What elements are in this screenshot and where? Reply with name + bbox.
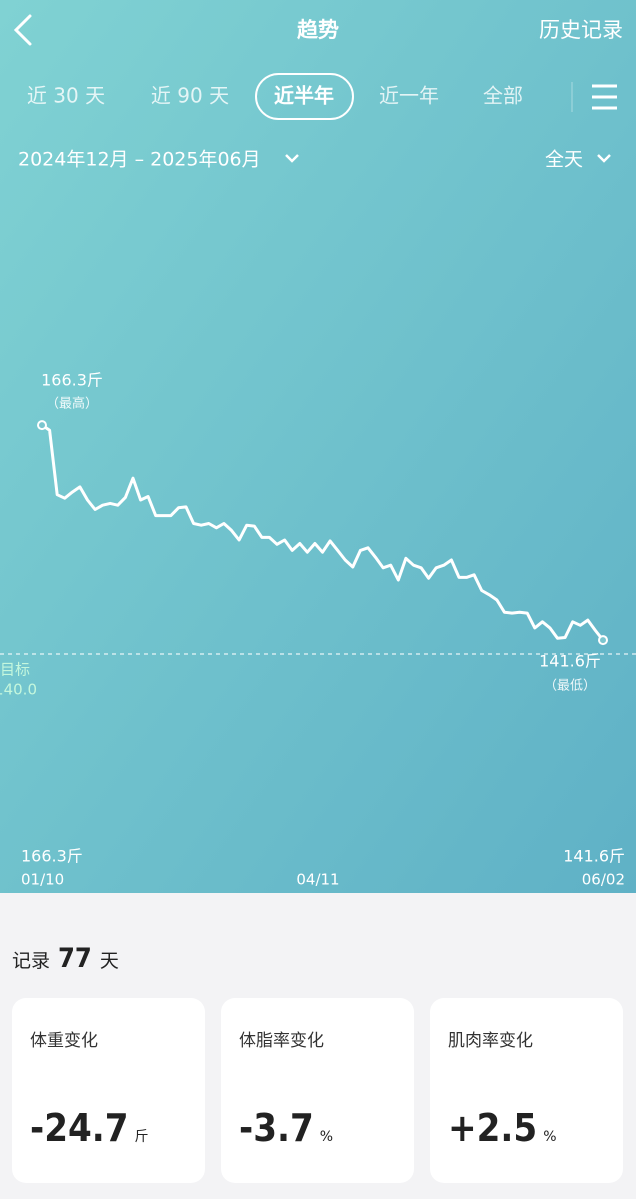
tab-selected — [255, 73, 354, 120]
record-count: 记录 77 天 — [12, 943, 119, 974]
range-label: 141.6斤 — [563, 847, 625, 866]
card-unit: % — [543, 1129, 557, 1145]
max-label: 166.3斤 — [41, 371, 103, 390]
card-title: 体重变化 — [30, 1031, 98, 1051]
stat-card[interactable]: 体脂率变化 -3.7% — [221, 998, 414, 1183]
period[interactable]: 全天 — [545, 149, 583, 171]
stat-card[interactable]: 体重变化 -24.7 斤 — [12, 998, 205, 1183]
days: 77 — [58, 943, 92, 974]
card-unit: % — [319, 1129, 334, 1145]
card-value: -3.7 — [239, 1106, 314, 1150]
card-value-row: +2.5% — [448, 1106, 557, 1150]
history-button[interactable]: 历史记录 — [539, 18, 623, 42]
range-label: 166.3斤 — [21, 847, 83, 866]
date-range[interactable]: 2024年12月 – 2025年06月 — [18, 149, 261, 171]
end-point — [37, 420, 47, 431]
card-value-row: -3.7% — [239, 1106, 333, 1150]
x-label: 06/02 — [582, 871, 625, 889]
label: 记录 — [12, 950, 51, 972]
label: 天 — [99, 950, 119, 972]
min-note: （最低） — [544, 679, 596, 694]
card-unit: 斤 — [134, 1129, 149, 1145]
menu-button[interactable] — [592, 84, 617, 110]
stat-card[interactable]: 肌肉率变化 +2.5% — [430, 998, 623, 1183]
end-point — [598, 635, 608, 646]
target-value: 140.0 — [0, 680, 37, 698]
tab[interactable]: 全部 — [483, 84, 523, 108]
tab[interactable]: 近 90 天 — [151, 84, 229, 108]
max-note: （最高） — [46, 396, 98, 412]
chevron — [285, 154, 299, 163]
card-value: -24.7 — [30, 1106, 129, 1150]
x-label: 01/10 — [21, 871, 64, 889]
x-label: 04/11 — [296, 871, 339, 889]
tab[interactable]: 近 30 天 — [27, 84, 105, 108]
min-label: 141.6斤 — [539, 652, 601, 671]
summary-panel: 记录 77 天 体重变化 -24.7 斤体脂率变化 -3.7% 肌肉率变化 +2.5… — [0, 893, 636, 1199]
card-value: +2.5 — [448, 1106, 538, 1150]
card-title: 体脂率变化 — [239, 1031, 324, 1051]
background — [0, 0, 636, 893]
tab[interactable]: 近一年 — [379, 84, 439, 108]
chevron — [597, 154, 611, 163]
weight-line — [41, 423, 605, 642]
card-title: 肌肉率变化 — [448, 1031, 533, 1051]
trend-panel: 趋势 历史记录 2024年12月 – 2025年06月 全天 近 30 天 近 9… — [0, 0, 636, 893]
back-button[interactable] — [13, 14, 32, 46]
target-label: 目标 — [0, 660, 30, 678]
card-value-row: -24.7 斤 — [30, 1106, 149, 1150]
title: 趋势 — [297, 18, 339, 42]
tab[interactable]: 近半年 — [274, 84, 334, 108]
